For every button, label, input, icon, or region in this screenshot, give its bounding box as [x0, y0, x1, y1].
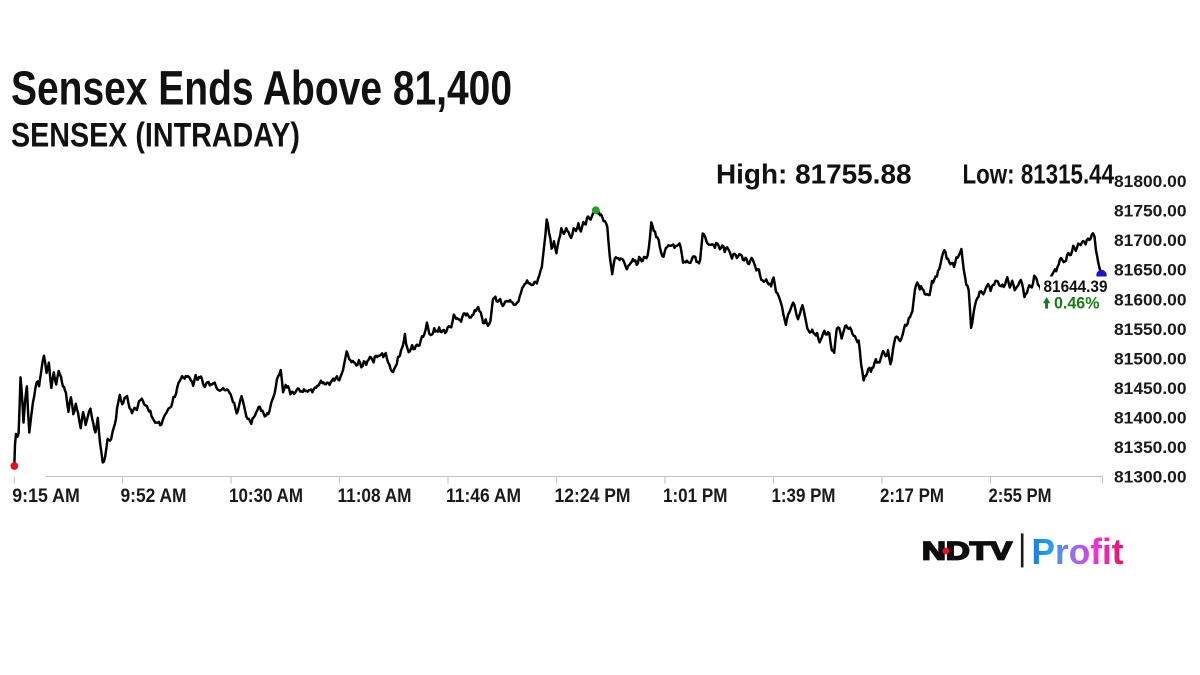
svg-text:SENSEX (INTRADAY): SENSEX (INTRADAY): [11, 117, 300, 155]
svg-text:81600.00: 81600.00: [1114, 290, 1187, 309]
svg-text:9:15 AM: 9:15 AM: [12, 485, 80, 507]
svg-text:1:01 PM: 1:01 PM: [663, 485, 728, 507]
svg-text:81500.00: 81500.00: [1114, 349, 1187, 368]
svg-text:81800.00: 81800.00: [1114, 172, 1187, 191]
svg-text:9:52 AM: 9:52 AM: [121, 485, 187, 507]
svg-text:81400.00: 81400.00: [1114, 409, 1187, 428]
svg-text:81300.00: 81300.00: [1114, 468, 1187, 487]
svg-text:2:17 PM: 2:17 PM: [880, 485, 944, 507]
svg-text:Low: 81315.44: Low: 81315.44: [963, 159, 1115, 190]
svg-text:0.46%: 0.46%: [1054, 295, 1100, 313]
svg-text:11:08 AM: 11:08 AM: [338, 485, 412, 507]
svg-text:81650.00: 81650.00: [1114, 261, 1187, 280]
svg-text:Profit: Profit: [1032, 531, 1124, 572]
svg-text:81350.00: 81350.00: [1114, 438, 1187, 457]
svg-text:NDTV: NDTV: [922, 538, 1012, 566]
svg-text:10:30 AM: 10:30 AM: [229, 485, 303, 507]
svg-text:2:55 PM: 2:55 PM: [989, 485, 1052, 507]
svg-text:1:39 PM: 1:39 PM: [772, 485, 836, 507]
svg-text:81450.00: 81450.00: [1114, 379, 1187, 398]
svg-text:12:24 PM: 12:24 PM: [555, 485, 631, 507]
svg-text:81550.00: 81550.00: [1114, 320, 1187, 339]
svg-text:11:46 AM: 11:46 AM: [446, 485, 521, 507]
svg-text:Sensex Ends Above 81,400: Sensex Ends Above 81,400: [11, 62, 512, 116]
svg-text:High: 81755.88: High: 81755.88: [716, 159, 912, 190]
svg-text:81700.00: 81700.00: [1114, 231, 1187, 250]
svg-text:81644.39: 81644.39: [1044, 278, 1108, 296]
svg-text:81750.00: 81750.00: [1114, 202, 1187, 221]
